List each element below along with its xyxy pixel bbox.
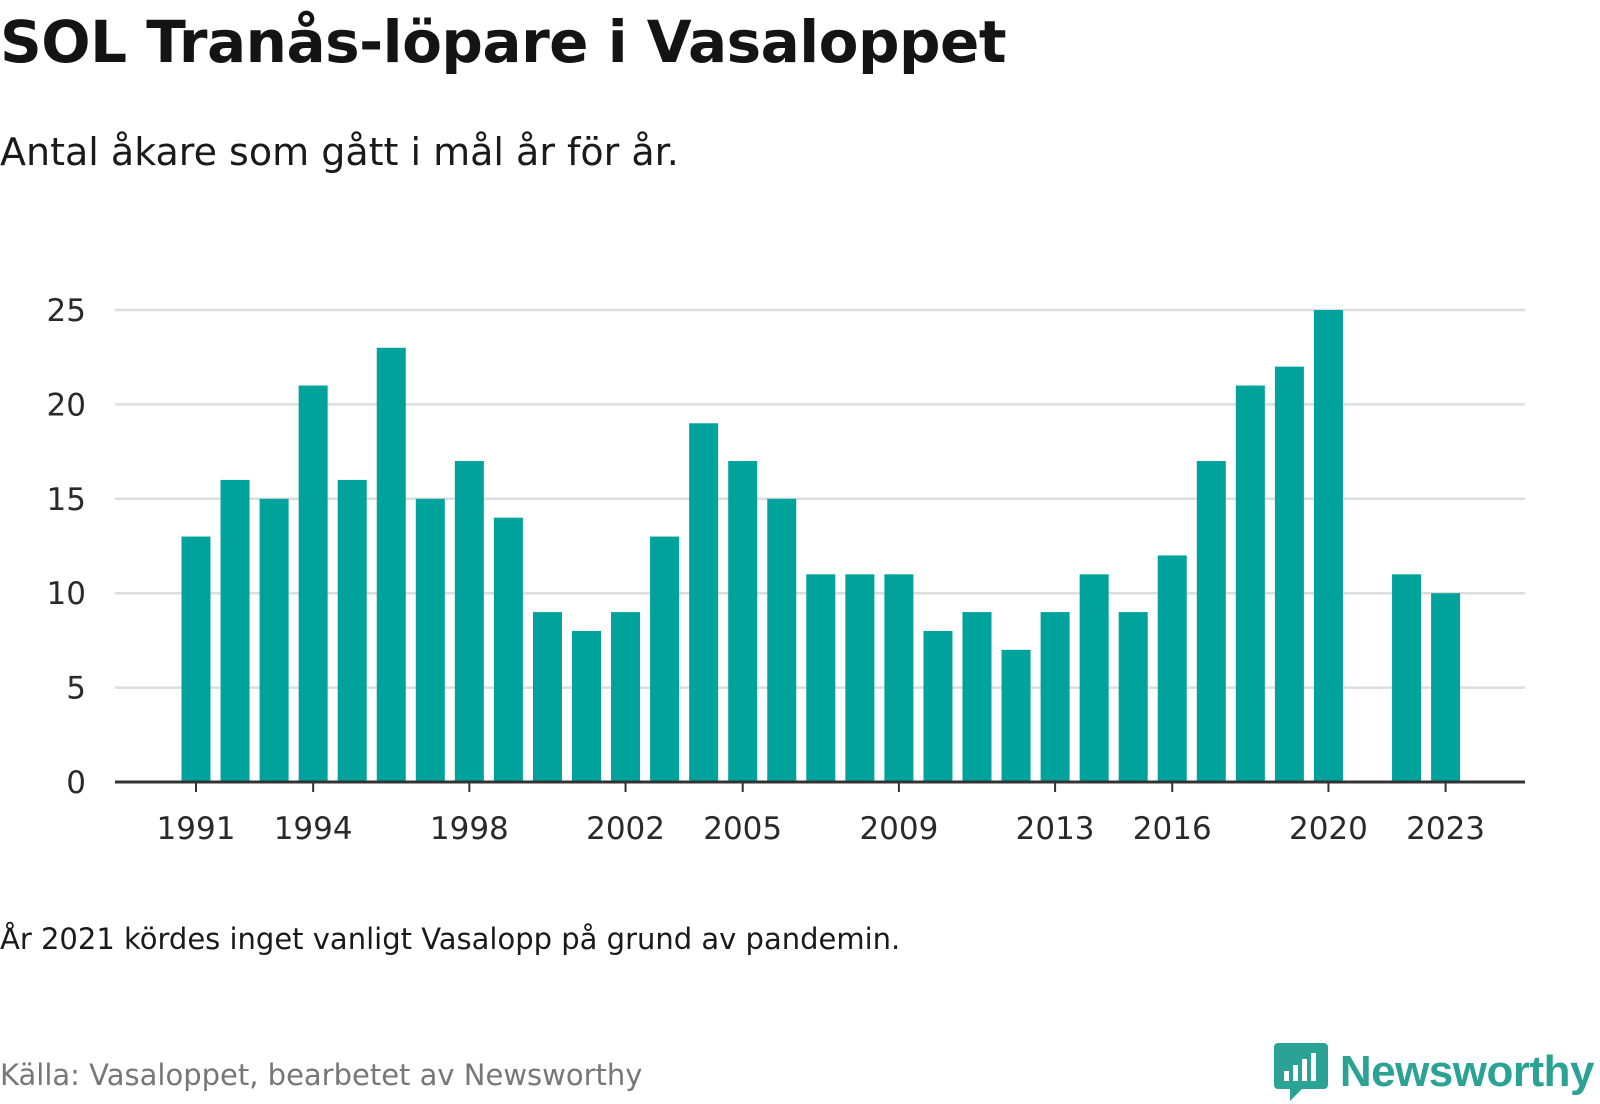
y-tick-label: 0 (66, 765, 86, 801)
bar (1040, 612, 1070, 782)
bar (1196, 461, 1226, 782)
x-tick-label: 2009 (859, 811, 938, 847)
bar (1118, 612, 1148, 782)
chart-subtitle: Antal åkare som gått i mål år för år. (0, 130, 679, 174)
bar (1274, 366, 1304, 782)
bar (220, 479, 250, 782)
source-credit: Källa: Vasaloppet, bearbetet av Newswort… (0, 1058, 643, 1092)
bar (298, 385, 328, 782)
y-axis-ticks: 0 5 10 15 20 25 (47, 293, 86, 801)
bar-chart: 0 5 10 15 20 25 1991 1994 1998 2002 2005 2009 2013 2… (47, 293, 1525, 847)
bar (454, 461, 484, 782)
bar (611, 612, 641, 782)
bar (337, 479, 367, 782)
brand-logo: Newsworthy (1272, 1040, 1595, 1104)
bar (1157, 555, 1187, 782)
bar (532, 612, 562, 782)
x-tick-label: 1994 (274, 811, 353, 847)
y-tick-label: 20 (47, 387, 86, 423)
x-tick-label: 2020 (1289, 811, 1368, 847)
y-tick-label: 10 (47, 576, 86, 612)
x-axis-ticks: 1991 1994 1998 2002 2005 2009 2013 2016 2020 2023 (157, 782, 1485, 847)
bar (728, 461, 758, 782)
bar (962, 612, 992, 782)
bar (806, 574, 836, 782)
x-tick-label: 2013 (1016, 811, 1095, 847)
bar (572, 630, 601, 782)
bar (181, 536, 211, 782)
bar (650, 536, 680, 782)
bar (376, 347, 406, 782)
bar (845, 574, 875, 782)
bar (1313, 310, 1343, 782)
bar (884, 574, 914, 782)
bar (1001, 649, 1031, 782)
bar (1392, 574, 1422, 782)
bar (1079, 574, 1109, 782)
bar (415, 498, 445, 782)
x-tick-label: 2005 (703, 811, 782, 847)
bar (1431, 593, 1461, 782)
bar (767, 498, 797, 782)
x-tick-label: 2016 (1133, 811, 1212, 847)
bar (1235, 385, 1265, 782)
y-tick-label: 5 (66, 671, 86, 707)
chart-note: År 2021 kördes inget vanligt Vasalopp på… (0, 922, 901, 956)
y-tick-label: 25 (47, 293, 86, 329)
brand-name: Newsworthy (1339, 1047, 1595, 1096)
bar (689, 423, 719, 782)
newsworthy-logo-icon (1273, 1043, 1328, 1101)
x-tick-label: 2002 (586, 811, 665, 847)
chart-title: SOL Tranås-löpare i Vasaloppet (0, 8, 1007, 76)
y-tick-label: 15 (47, 482, 86, 518)
x-tick-label: 1991 (157, 811, 236, 847)
bar (923, 630, 953, 782)
x-tick-label: 1998 (430, 811, 509, 847)
bars (181, 310, 1461, 782)
bar (493, 517, 523, 782)
x-tick-label: 2023 (1406, 811, 1485, 847)
bar (259, 498, 289, 782)
